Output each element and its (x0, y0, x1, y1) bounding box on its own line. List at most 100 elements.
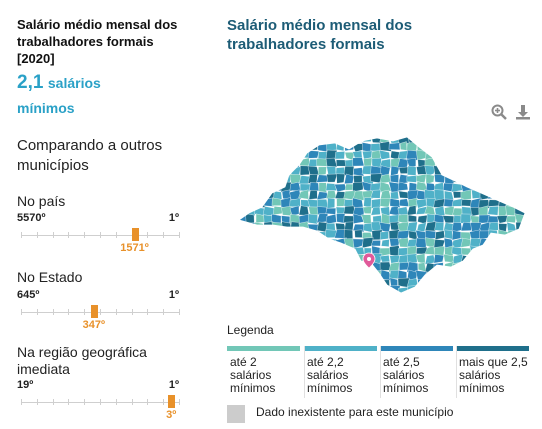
municipality-cell[interactable] (307, 278, 320, 288)
municipality-cell[interactable] (372, 285, 382, 295)
municipality-cell[interactable] (237, 215, 247, 224)
municipality-cell[interactable] (496, 237, 508, 249)
municipality-cell[interactable] (496, 135, 509, 145)
municipality-cell[interactable] (255, 165, 266, 176)
municipality-cell[interactable] (498, 159, 507, 167)
municipality-cell[interactable] (460, 269, 473, 280)
municipality-cell[interactable] (244, 149, 257, 160)
municipality-cell[interactable] (514, 182, 526, 191)
municipality-cell[interactable] (505, 149, 516, 160)
municipality-cell[interactable] (478, 271, 491, 281)
municipality-cell[interactable] (424, 271, 436, 279)
municipality-cell[interactable] (379, 198, 392, 208)
municipality-cell[interactable] (505, 245, 518, 256)
municipality-cell[interactable] (505, 238, 516, 249)
municipality-cell[interactable] (390, 191, 400, 200)
municipality-cell[interactable] (309, 182, 320, 192)
municipality-cell[interactable] (488, 238, 499, 248)
municipality-cell[interactable] (524, 197, 527, 208)
municipality-cell[interactable] (487, 136, 500, 143)
municipality-cell[interactable] (461, 143, 473, 152)
municipality-cell[interactable] (289, 189, 302, 200)
state-choropleth-map[interactable] (237, 135, 527, 295)
municipality-cell[interactable] (435, 135, 444, 144)
municipality-cell[interactable] (433, 286, 445, 295)
municipality-cell[interactable] (264, 182, 273, 192)
municipality-cell[interactable] (451, 167, 464, 176)
municipality-cell[interactable] (289, 143, 301, 151)
municipality-cell[interactable] (380, 279, 390, 289)
municipality-cell[interactable] (496, 261, 509, 272)
municipality-cell[interactable] (515, 221, 525, 233)
municipality-cell[interactable] (514, 270, 526, 281)
municipality-cell[interactable] (316, 247, 329, 255)
municipality-cell[interactable] (470, 269, 480, 280)
municipality-cell[interactable] (291, 286, 300, 295)
municipality-cell[interactable] (327, 288, 338, 295)
municipality-cell[interactable] (309, 245, 319, 256)
municipality-cell[interactable] (444, 229, 453, 240)
municipality-cell[interactable] (496, 215, 509, 224)
municipality-cell[interactable] (487, 206, 499, 216)
municipality-cell[interactable] (523, 230, 527, 240)
municipality-cell[interactable] (335, 263, 347, 273)
municipality-cell[interactable] (460, 174, 473, 184)
municipality-cell[interactable] (280, 269, 292, 280)
municipality-cell[interactable] (325, 277, 338, 289)
municipality-cell[interactable] (480, 247, 491, 257)
municipality-cell[interactable] (318, 182, 327, 193)
municipality-cell[interactable] (389, 198, 401, 208)
municipality-cell[interactable] (263, 165, 274, 175)
municipality-cell[interactable] (497, 277, 509, 287)
municipality-cell[interactable] (424, 221, 437, 232)
municipality-cell[interactable] (516, 245, 525, 256)
municipality-cell[interactable] (461, 199, 472, 207)
municipality-cell[interactable] (444, 174, 455, 185)
municipality-cell[interactable] (325, 213, 337, 225)
municipality-cell[interactable] (451, 135, 464, 144)
municipality-cells[interactable] (237, 135, 527, 295)
municipality-cell[interactable] (282, 135, 291, 144)
municipality-cell[interactable] (244, 278, 256, 288)
municipality-cell[interactable] (281, 246, 292, 256)
municipality-cell[interactable] (271, 165, 282, 176)
municipality-cell[interactable] (363, 277, 373, 288)
municipality-cell[interactable] (298, 270, 310, 280)
municipality-cell[interactable] (370, 240, 381, 247)
municipality-cell[interactable] (452, 157, 462, 169)
municipality-cell[interactable] (524, 238, 527, 248)
municipality-cell[interactable] (443, 285, 453, 295)
municipality-cell[interactable] (389, 277, 398, 287)
municipality-cell[interactable] (255, 182, 265, 193)
municipality-cell[interactable] (389, 135, 400, 144)
municipality-cell[interactable] (244, 166, 257, 177)
municipality-cell[interactable] (345, 255, 356, 265)
municipality-cell[interactable] (498, 142, 507, 152)
municipality-cell[interactable] (461, 278, 473, 288)
municipality-cell[interactable] (424, 165, 436, 177)
municipality-cell[interactable] (334, 191, 346, 200)
municipality-cell[interactable] (443, 278, 455, 288)
municipality-cell[interactable] (516, 229, 524, 241)
municipality-cell[interactable] (498, 190, 507, 200)
municipality-cell[interactable] (237, 142, 246, 151)
municipality-cell[interactable] (307, 150, 320, 159)
municipality-cell[interactable] (406, 205, 417, 216)
municipality-cell[interactable] (442, 215, 455, 224)
municipality-cell[interactable] (506, 286, 515, 295)
municipality-cell[interactable] (245, 135, 257, 144)
municipality-cell[interactable] (334, 286, 347, 295)
municipality-cell[interactable] (479, 149, 491, 159)
municipality-cell[interactable] (282, 158, 292, 169)
municipality-cell[interactable] (425, 173, 435, 185)
municipality-cell[interactable] (298, 205, 310, 216)
municipality-cell[interactable] (237, 279, 247, 289)
municipality-cell[interactable] (514, 165, 526, 177)
municipality-cell[interactable] (470, 149, 481, 160)
municipality-cell[interactable] (289, 277, 302, 289)
municipality-cell[interactable] (353, 287, 365, 295)
municipality-cell[interactable] (290, 230, 300, 240)
municipality-cell[interactable] (479, 261, 489, 272)
municipality-cell[interactable] (335, 278, 346, 289)
municipality-cell[interactable] (255, 285, 264, 295)
